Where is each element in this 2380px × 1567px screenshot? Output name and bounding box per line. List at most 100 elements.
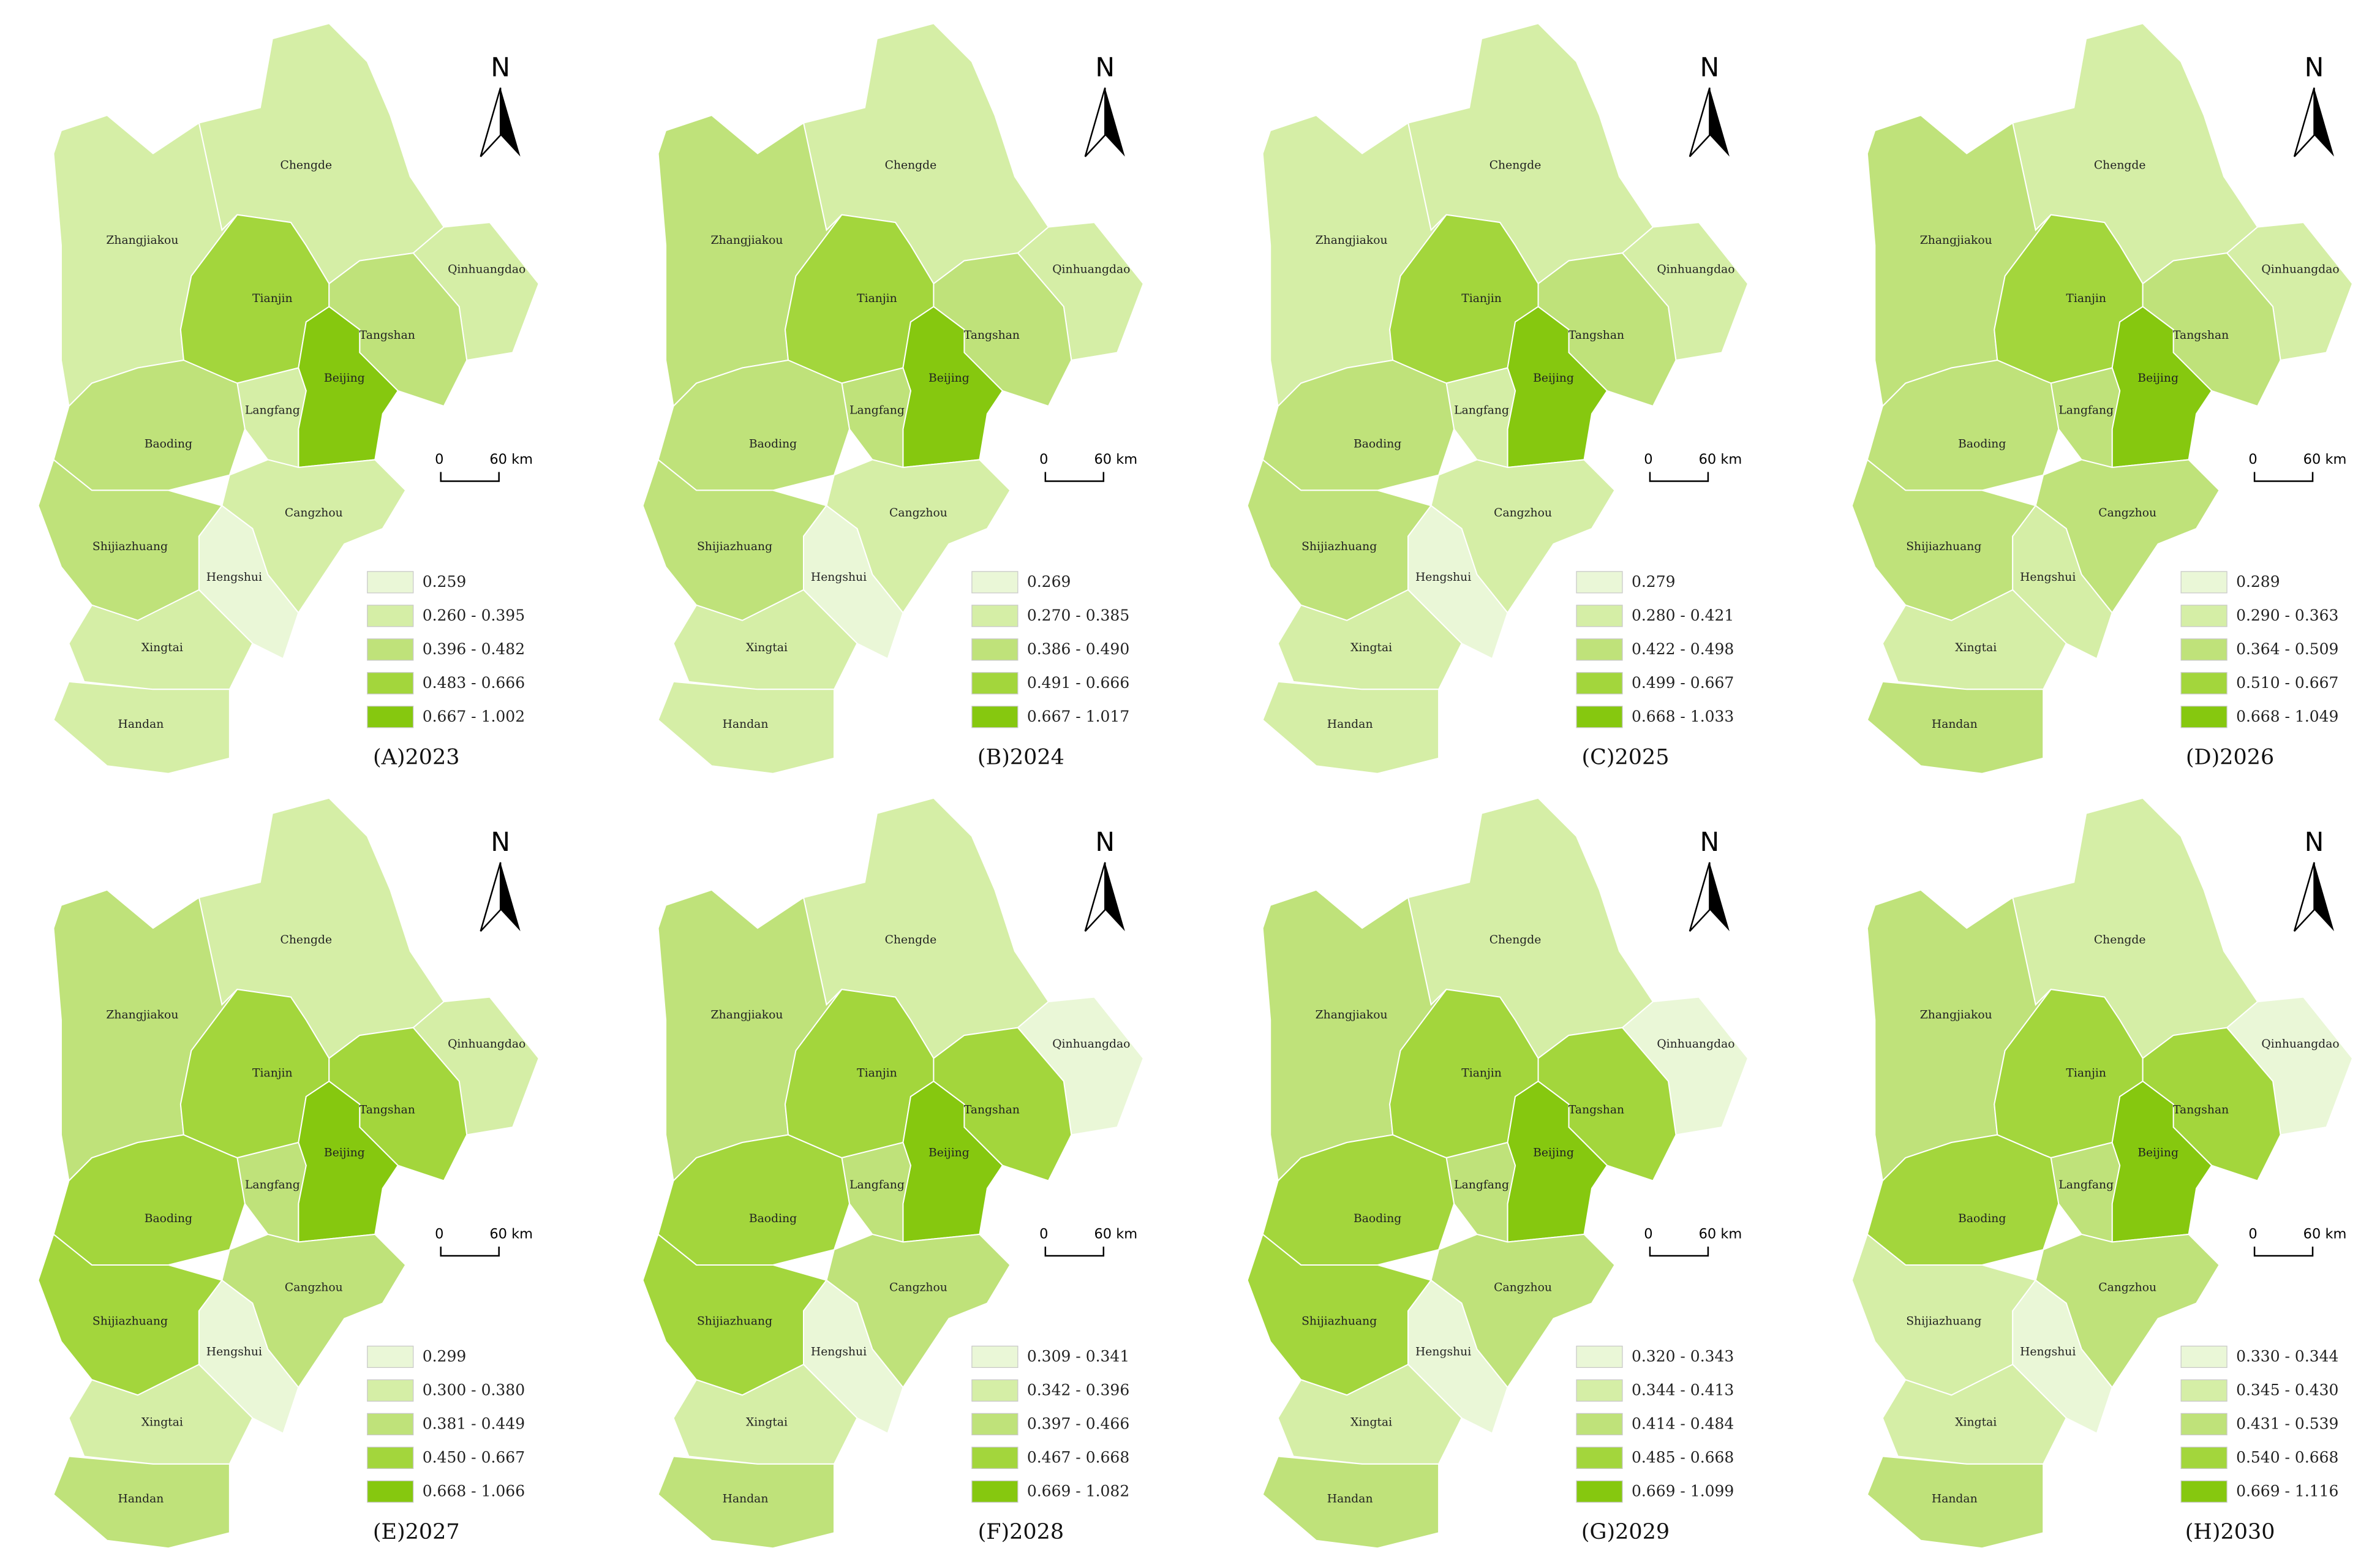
region-label: Cangzhou <box>889 507 947 519</box>
legend-label: 0.668 - 1.066 <box>423 1482 525 1500</box>
region-label: Xingtai <box>1350 1416 1392 1429</box>
north-arrow <box>480 87 502 157</box>
region-label: Hengshui <box>1415 571 1471 584</box>
region <box>53 1456 230 1549</box>
map-panel: Chengde Zhangjiakou Qinhuangdao Tianjin Tang… <box>1851 23 2354 774</box>
legend-label: 0.667 - 1.002 <box>423 708 525 725</box>
legend-label: 0.667 - 1.017 <box>1027 708 1129 725</box>
region-label: Chengde <box>1489 159 1542 172</box>
region-label: Hengshui <box>811 571 867 584</box>
region-label: Tangshan <box>964 329 1020 342</box>
region-label: Baoding <box>1354 1212 1401 1225</box>
legend-swatch <box>367 672 414 695</box>
north-arrow <box>500 88 521 157</box>
region-label: Zhangjiakou <box>106 1009 178 1022</box>
scale-label: 60 km <box>1094 1226 1137 1242</box>
region-label: Hengshui <box>811 1345 867 1358</box>
legend-swatch <box>1576 605 1623 627</box>
region-label: Beijing <box>324 372 365 385</box>
legend-label: 0.668 - 1.033 <box>1632 708 1734 725</box>
region-label: Chengde <box>885 934 937 946</box>
scale-label: 60 km <box>1699 1226 1742 1242</box>
region-label: Shijiazhuang <box>1301 1315 1377 1327</box>
region-label: Qinhuangdao <box>2261 1038 2339 1051</box>
region-label: Hengshui <box>206 571 262 584</box>
panel-caption: (A)2023 <box>373 745 460 769</box>
region-label: Qinhuangdao <box>448 1038 525 1051</box>
region-label: Handan <box>1327 1492 1373 1505</box>
map-panel: Chengde Zhangjiakou Qinhuangdao Tianjin Tang… <box>1246 23 1749 774</box>
legend-label: 0.483 - 0.666 <box>423 674 525 692</box>
region-label: Hengshui <box>1415 1345 1471 1358</box>
legend-swatch <box>1576 1379 1623 1402</box>
region-label: Shijiazhuang <box>1301 540 1377 553</box>
map-panel: Chengde Zhangjiakou Qinhuangdao Tianjin Tang… <box>37 797 540 1549</box>
region-label: Beijing <box>324 1147 365 1160</box>
region-label: Tianjin <box>857 1067 897 1080</box>
region-label: Qinhuangdao <box>2261 263 2339 276</box>
panel-caption: (F)2028 <box>978 1520 1064 1544</box>
legend-swatch <box>367 1379 414 1402</box>
region-label: Chengde <box>885 159 937 172</box>
region <box>236 367 307 469</box>
region-label: Chengde <box>280 159 332 172</box>
panel-caption: (B)2024 <box>977 745 1064 769</box>
panel-caption: (C)2025 <box>1581 745 1669 769</box>
scale-zero: 0 <box>2248 451 2257 467</box>
north-arrow <box>2293 862 2315 932</box>
north-arrow <box>2314 88 2335 157</box>
north-label: N <box>1095 53 1115 83</box>
region-label: Shijiazhuang <box>1906 540 1981 553</box>
north-label: N <box>2305 828 2324 858</box>
legend-label: 0.669 - 1.082 <box>1027 1482 1129 1500</box>
legend-swatch <box>2180 605 2227 627</box>
region-label: Tangshan <box>360 329 415 342</box>
region-label: Langfang <box>2058 404 2114 417</box>
legend-swatch <box>2180 1413 2227 1435</box>
scale-bar <box>1044 472 1105 482</box>
region <box>841 1141 911 1243</box>
region-label: Beijing <box>928 372 970 385</box>
north-arrow <box>1084 87 1106 157</box>
region-label: Tangshan <box>964 1104 1020 1117</box>
legend-swatch <box>2180 571 2227 594</box>
north-arrow <box>480 862 502 932</box>
scale-bar <box>1649 472 1709 482</box>
legend-label: 0.280 - 0.421 <box>1632 606 1734 624</box>
region-label: Shijiazhuang <box>1906 1315 1981 1327</box>
region-label: Handan <box>1932 1492 1978 1505</box>
north-arrow <box>1709 862 1730 932</box>
north-arrow <box>1105 862 1125 932</box>
region-label: Hengshui <box>2020 571 2076 584</box>
legend-swatch <box>1576 1413 1623 1435</box>
legend-label: 0.260 - 0.395 <box>423 606 525 624</box>
region <box>53 681 230 774</box>
region-label: Baoding <box>1958 1212 2006 1225</box>
legend-label: 0.669 - 1.099 <box>1632 1482 1734 1500</box>
region-label: Xingtai <box>746 641 788 654</box>
legend-swatch <box>367 1413 414 1435</box>
north-label: N <box>491 53 510 83</box>
region-label: Langfang <box>849 404 905 417</box>
legend-swatch <box>971 1480 1019 1503</box>
region-label: Xingtai <box>141 641 183 654</box>
north-arrow <box>1709 88 1730 157</box>
legend-label: 0.540 - 0.668 <box>2236 1449 2338 1467</box>
scale-zero: 0 <box>2248 1226 2257 1242</box>
legend-swatch <box>971 605 1019 627</box>
north-label: N <box>491 828 510 858</box>
region <box>657 681 835 774</box>
region-label: Zhangjiakou <box>1920 234 1992 247</box>
region-label: Tianjin <box>2066 1067 2106 1080</box>
scale-zero: 0 <box>435 1226 443 1242</box>
map-panel: Chengde Zhangjiakou Qinhuangdao Tianjin Tang… <box>642 797 1144 1549</box>
region-label: Baoding <box>145 437 192 450</box>
region-label: Cangzhou <box>889 1281 947 1294</box>
region-label: Cangzhou <box>2098 1281 2156 1294</box>
legend-label: 0.342 - 0.396 <box>1027 1381 1129 1399</box>
region <box>1866 1456 2044 1549</box>
legend-swatch <box>1576 571 1623 594</box>
legend-label: 0.467 - 0.668 <box>1027 1449 1129 1467</box>
north-label: N <box>1700 53 1720 83</box>
region-label: Chengde <box>2094 159 2146 172</box>
